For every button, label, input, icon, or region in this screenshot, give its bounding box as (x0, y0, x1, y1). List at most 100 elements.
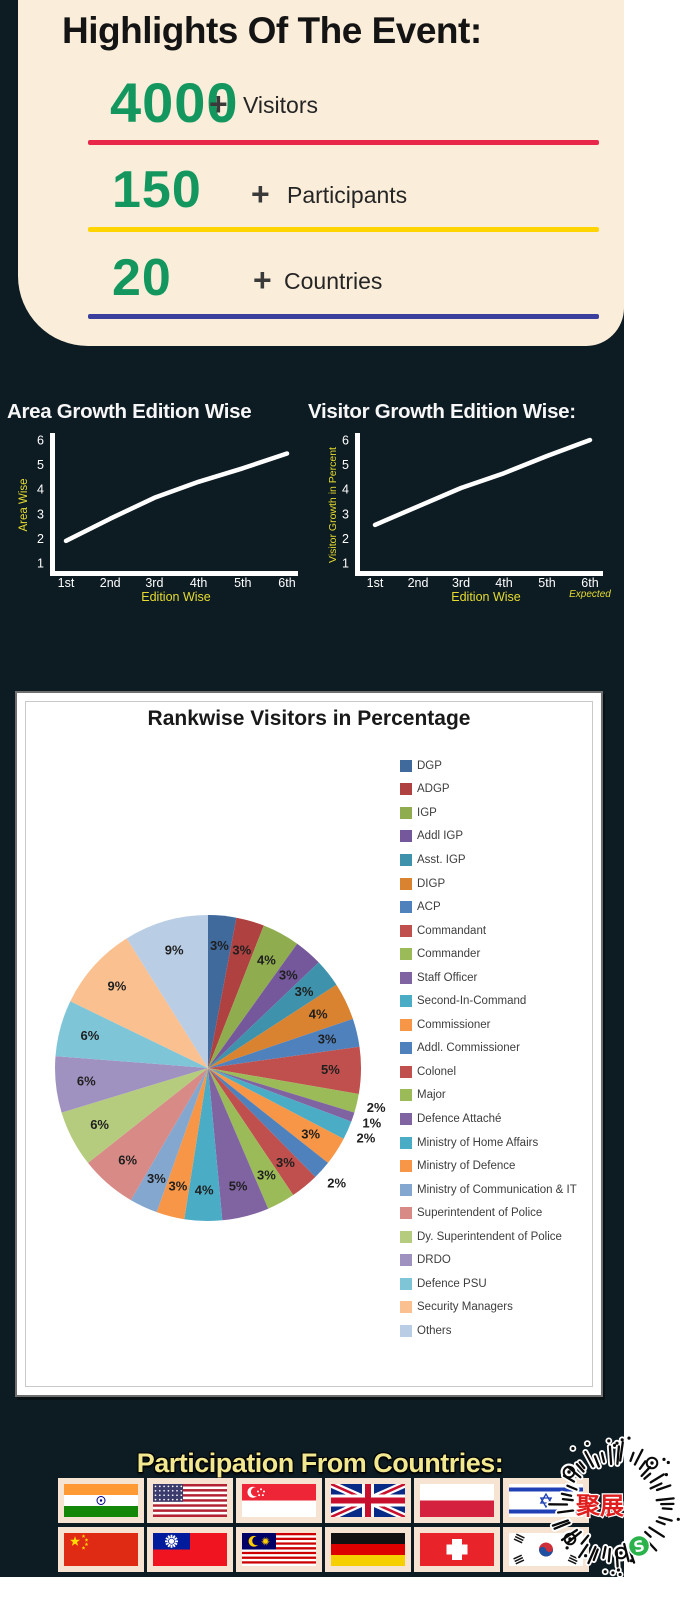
legend-swatch (400, 995, 412, 1008)
flag-uk-icon (331, 1484, 405, 1517)
legend-item: ADGP (400, 778, 600, 802)
flag-frame-usa (147, 1478, 233, 1523)
legend-item: Defence Attaché (400, 1107, 600, 1131)
svg-text:Area Wise: Area Wise (18, 478, 30, 531)
pie-chart-title: Rankwise Visitors in Percentage (147, 707, 471, 730)
countries-count: 20 (112, 249, 172, 307)
legend-swatch (400, 830, 412, 843)
svg-text:3%: 3% (232, 942, 251, 957)
svg-text:2%: 2% (327, 1175, 346, 1190)
svg-text:2: 2 (37, 532, 44, 546)
svg-text:5: 5 (342, 458, 349, 472)
svg-text:3rd: 3rd (452, 576, 470, 590)
svg-text:3%: 3% (301, 1127, 320, 1142)
legend-label: Commander (417, 948, 481, 961)
legend-label: DGP (417, 759, 442, 772)
flags-row-1 (58, 1478, 589, 1523)
flag-frame-malaysia (236, 1527, 322, 1572)
participants-count: 150 (112, 161, 202, 219)
legend-swatch (400, 1018, 412, 1031)
area-growth-chart: 6 5 4 3 2 1 1st 2nd 3rd 4th 5th 6th Area Wise Edition… (18, 433, 298, 604)
flag-frame-poland (414, 1478, 500, 1523)
visitors-count: 4000 (110, 71, 239, 134)
pie-chart-panel: Rankwise Visitors in Percentage 3% 3% 4% 3%… (15, 691, 603, 1397)
svg-text:Edition Wise: Edition Wise (451, 590, 521, 604)
flag-frame-taiwan (147, 1527, 233, 1572)
legend-item: Ministry of Defence (400, 1154, 600, 1178)
flags-row-2 (58, 1527, 589, 1572)
svg-text:6%: 6% (118, 1152, 137, 1167)
legend-label: Security Managers (417, 1301, 513, 1314)
flag-frame-switzerland (414, 1527, 500, 1572)
legend-swatch (400, 1230, 412, 1243)
legend-swatch (400, 1112, 412, 1125)
legend-label: Commandant (417, 924, 487, 937)
flag-frame-uk (325, 1478, 411, 1523)
svg-text:Edition Wise: Edition Wise (141, 590, 211, 604)
svg-text:5%: 5% (321, 1062, 340, 1077)
svg-text:3%: 3% (210, 938, 229, 953)
legend-item: Ministry of Communication & IT (400, 1178, 600, 1202)
legend-swatch (400, 1277, 412, 1290)
legend-label: Asst. IGP (417, 853, 466, 866)
legend-label: Ministry of Home Affairs (417, 1136, 539, 1149)
legend-label: Commissioner (417, 1018, 491, 1031)
legend-swatch (400, 1136, 412, 1149)
svg-text:5th: 5th (538, 576, 555, 590)
svg-text:4: 4 (37, 483, 44, 497)
svg-text:5th: 5th (234, 576, 251, 590)
svg-text:1%: 1% (362, 1116, 381, 1131)
highlights-panel: Highlights Of The Event: 4000 + Visitors… (18, 0, 624, 346)
svg-text:2nd: 2nd (100, 576, 121, 590)
svg-text:1st: 1st (367, 576, 384, 590)
legend-swatch (400, 948, 412, 961)
svg-text:3%: 3% (257, 1168, 276, 1183)
svg-text:6: 6 (37, 434, 44, 448)
plus-sign: + (209, 86, 228, 122)
svg-text:3rd: 3rd (145, 576, 163, 590)
flag-frame-singapore (236, 1478, 322, 1523)
legend-swatch (400, 1183, 412, 1196)
legend-item: Others (400, 1319, 600, 1343)
svg-text:4: 4 (342, 483, 349, 497)
legend-label: Major (417, 1089, 446, 1102)
legend-label: Addl. Commissioner (417, 1042, 520, 1055)
qr-stamp: 聚展 S (546, 1434, 682, 1578)
legend-item: Addl. Commissioner (400, 1037, 600, 1061)
legend-item: Commander (400, 942, 600, 966)
flag-singapore-icon (242, 1484, 316, 1517)
flag-taiwan-icon (153, 1533, 227, 1566)
legend-swatch (400, 877, 412, 890)
legend-label: Others (417, 1324, 452, 1337)
svg-text:3%: 3% (318, 1032, 337, 1047)
svg-text:3%: 3% (295, 984, 314, 999)
countries-label: Countries (284, 268, 383, 294)
svg-text:3: 3 (37, 507, 44, 521)
legend-item: Colonel (400, 1060, 600, 1084)
pie-panel-inner-frame (25, 701, 593, 1387)
flag-india-icon (64, 1484, 138, 1517)
svg-text:6%: 6% (90, 1117, 109, 1132)
legend-swatch (400, 1089, 412, 1102)
svg-text:3%: 3% (276, 1155, 295, 1170)
legend-item: DIGP (400, 872, 600, 896)
legend-label: IGP (417, 806, 437, 819)
stamp-brand-text: 聚展 (575, 1492, 624, 1520)
legend-swatch (400, 1254, 412, 1267)
svg-text:4%: 4% (309, 1007, 328, 1022)
svg-text:3%: 3% (147, 1171, 166, 1186)
svg-text:2: 2 (342, 532, 349, 546)
legend-item: Security Managers (400, 1296, 600, 1320)
legend-swatch (400, 924, 412, 937)
flag-usa-icon (153, 1484, 227, 1517)
flag-switzerland-icon (420, 1533, 494, 1566)
svg-text:3: 3 (342, 507, 349, 521)
legend-item: Superintendent of Police (400, 1201, 600, 1225)
svg-text:2%: 2% (367, 1100, 386, 1115)
svg-text:1: 1 (37, 557, 44, 571)
legend-swatch (400, 853, 412, 866)
mini-program-badge-icon: S (627, 1534, 651, 1558)
visitor-growth-chart: 6 5 4 3 2 1 1st 2nd 3rd 4th 5th 6th Visitor Growth i… (327, 433, 611, 604)
flag-germany-icon (331, 1533, 405, 1566)
